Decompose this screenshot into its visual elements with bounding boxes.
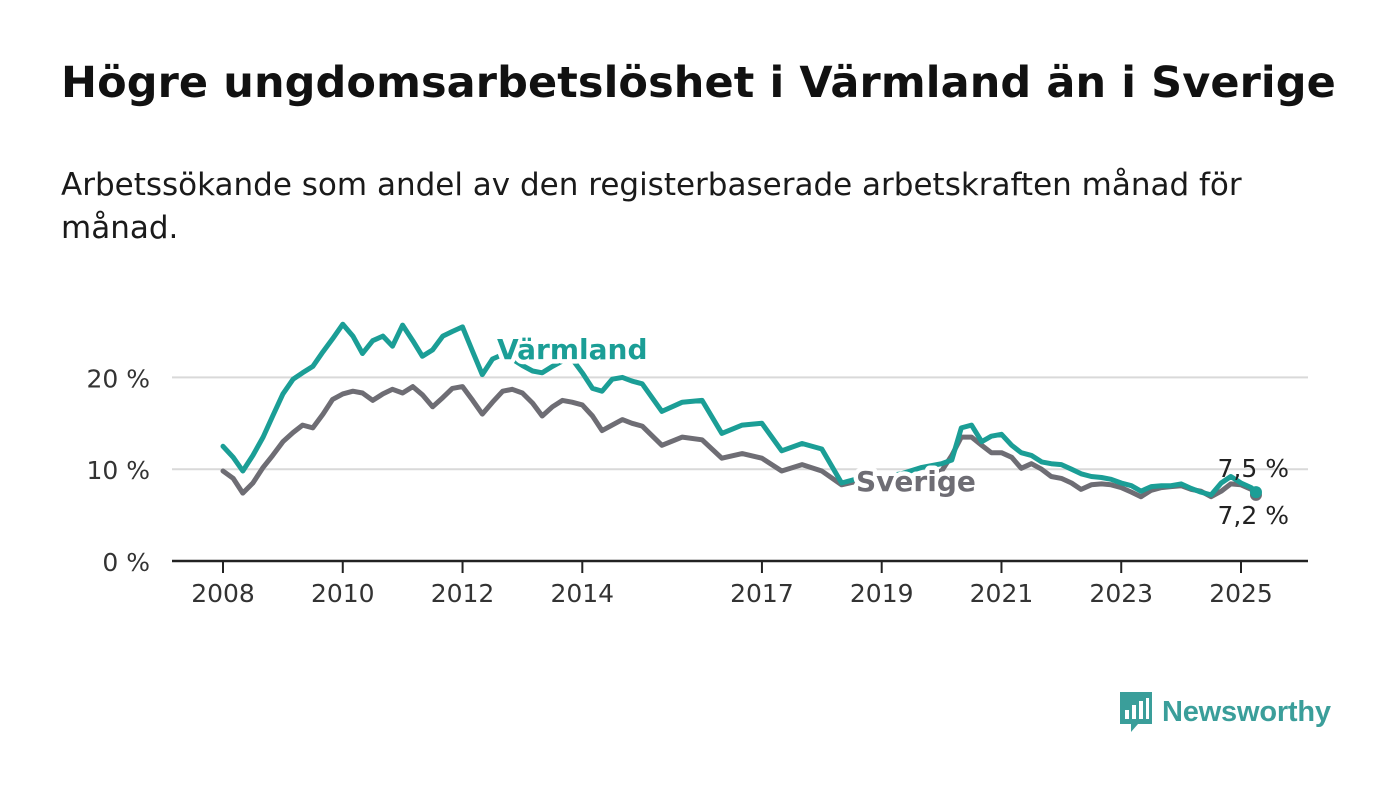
x-tick-label: 2019 — [850, 579, 914, 608]
end-label-sverige: 7,2 % — [1218, 501, 1289, 530]
y-axis-ticks: 0 % 10 % 20 % — [86, 364, 150, 577]
series-label-sverige: Sverige — [856, 465, 976, 498]
x-tick-label: 2014 — [550, 579, 614, 608]
x-tick-label: 2023 — [1089, 579, 1153, 608]
y-tick-label: 20 % — [86, 364, 150, 393]
y-tick-label: 10 % — [86, 456, 150, 485]
x-tick-label: 2008 — [191, 579, 255, 608]
newsworthy-chart-bubble-icon — [1120, 692, 1152, 732]
series-line-sverige — [220, 384, 1259, 500]
chart-subtitle: Arbetssökande som andel av den registerb… — [61, 167, 1242, 246]
series-end-point — [1249, 486, 1262, 499]
series-lines — [220, 321, 1262, 501]
end-label-varmland: 7,5 % — [1218, 454, 1289, 483]
series-line-v-rmland — [220, 321, 1259, 498]
x-tick-label: 2010 — [311, 579, 375, 608]
grid-lines — [172, 376, 1308, 563]
series-label-varmland: Värmland — [497, 333, 648, 366]
x-tick-label: 2025 — [1209, 579, 1273, 608]
x-axis-ticks: 2008 2010 2012 2014 2017 2019 2021 2023 2025 — [191, 561, 1273, 608]
series-label-varmland-halo: Värmland — [497, 333, 648, 366]
x-tick-label: 2012 — [431, 579, 495, 608]
x-tick-label: 2021 — [970, 579, 1034, 608]
series-label-sverige-halo: Sverige — [856, 465, 976, 498]
x-tick-label: 2017 — [730, 579, 794, 608]
chart-title: Högre ungdomsarbetslöshet i Värmland än … — [61, 58, 1336, 108]
logo-text: Newsworthy — [1162, 695, 1331, 728]
y-tick-label: 0 % — [102, 548, 150, 577]
newsworthy-logo: Newsworthy — [1118, 690, 1331, 734]
